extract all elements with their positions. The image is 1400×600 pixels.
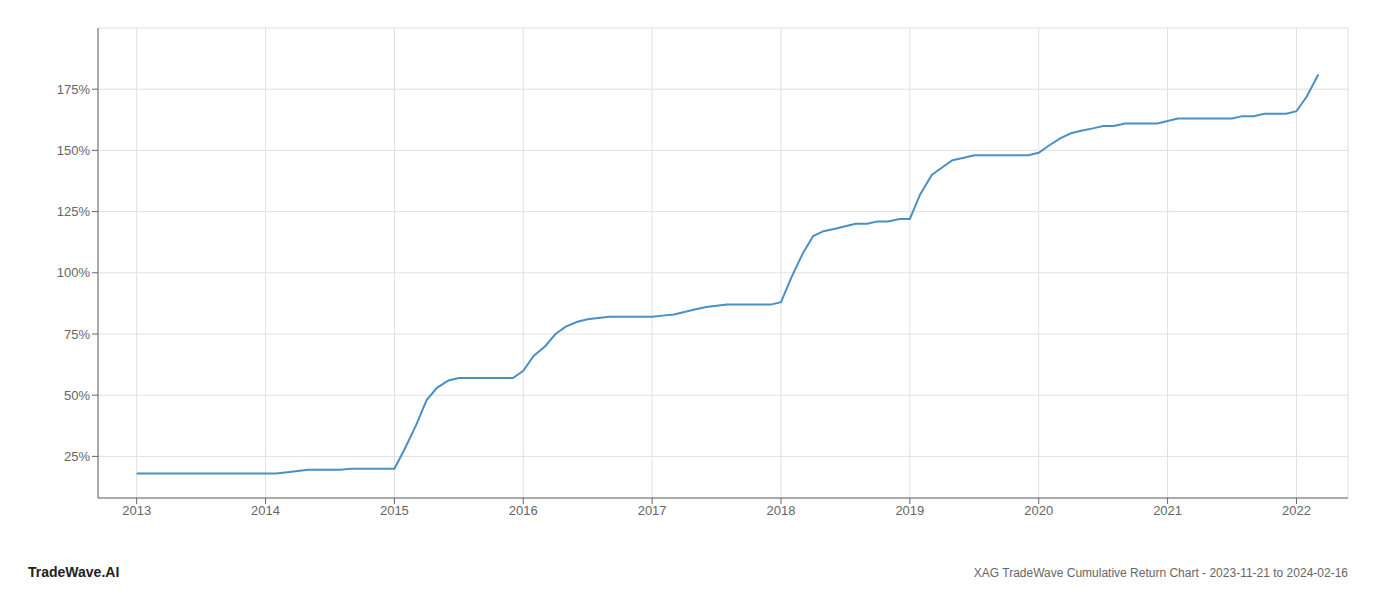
svg-text:100%: 100% xyxy=(57,265,91,280)
svg-text:125%: 125% xyxy=(57,204,91,219)
svg-text:2014: 2014 xyxy=(251,503,280,518)
svg-text:2016: 2016 xyxy=(509,503,538,518)
svg-text:2019: 2019 xyxy=(895,503,924,518)
svg-text:2022: 2022 xyxy=(1282,503,1311,518)
svg-text:50%: 50% xyxy=(64,388,90,403)
svg-text:2015: 2015 xyxy=(380,503,409,518)
svg-text:2018: 2018 xyxy=(767,503,796,518)
svg-text:25%: 25% xyxy=(64,449,90,464)
svg-text:175%: 175% xyxy=(57,82,91,97)
svg-text:75%: 75% xyxy=(64,327,90,342)
html-text:XAG TradeWave Cumulative Retur: XAG TradeWave Cumulative Return Chart - … xyxy=(973,566,1348,580)
svg-text:2017: 2017 xyxy=(638,503,667,518)
html-text:TradeWave.AI: TradeWave.AI xyxy=(28,564,120,580)
svg-text:2021: 2021 xyxy=(1153,503,1182,518)
svg-text:2020: 2020 xyxy=(1024,503,1053,518)
svg-text:2013: 2013 xyxy=(122,503,151,518)
svg-text:150%: 150% xyxy=(57,143,91,158)
